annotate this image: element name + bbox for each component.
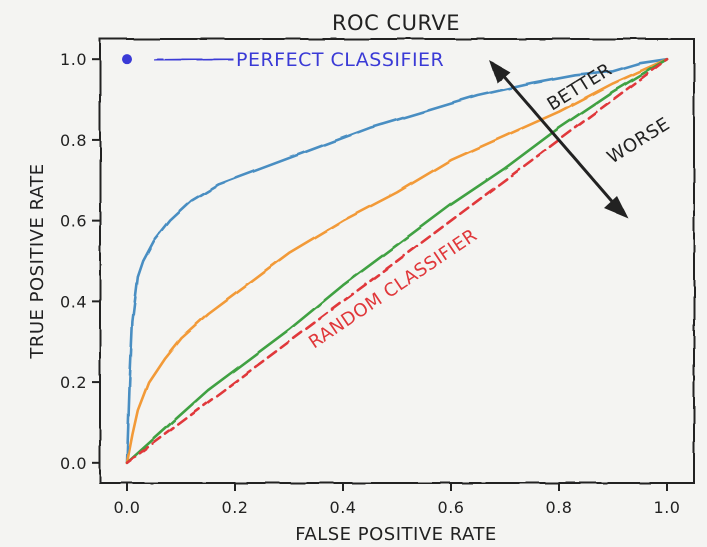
y-tick-label: 0.2 bbox=[60, 373, 87, 392]
y-axis-label: TRUE POSITIVE RATE bbox=[27, 163, 48, 359]
x-tick-label: 1.0 bbox=[654, 498, 681, 517]
x-ticks: 0.0 0.2 0.4 0.6 0.8 1.0 bbox=[114, 483, 681, 517]
x-tick-label: 0.4 bbox=[330, 498, 357, 517]
perfect-classifier-point bbox=[122, 54, 132, 65]
series-line-3 bbox=[125, 57, 669, 465]
y-ticks: 0.0 0.2 0.4 0.6 0.8 1.0 bbox=[60, 50, 100, 473]
perfect-classifier-label: PERFECT CLASSIFIER bbox=[236, 49, 444, 71]
y-tick-label: 1.0 bbox=[60, 50, 87, 69]
better-worse-arrow bbox=[489, 60, 628, 218]
x-tick-label: 0.2 bbox=[222, 498, 249, 517]
x-tick-label: 0.6 bbox=[438, 498, 465, 517]
y-tick-label: 0.6 bbox=[60, 212, 87, 231]
x-tick-label: 0.0 bbox=[114, 498, 141, 517]
y-tick-label: 0.0 bbox=[60, 454, 87, 473]
y-tick-label: 0.4 bbox=[60, 292, 87, 311]
x-tick-label: 0.8 bbox=[546, 498, 573, 517]
series-line-0 bbox=[125, 57, 669, 465]
y-tick-label: 0.8 bbox=[60, 131, 87, 150]
series-line-2 bbox=[125, 57, 669, 465]
series-layer bbox=[125, 57, 669, 465]
chart-title: ROC CURVE bbox=[332, 11, 460, 35]
series-line-1 bbox=[125, 57, 669, 465]
perfect-classifier-arrow bbox=[153, 54, 234, 65]
x-axis-label: FALSE POSITIVE RATE bbox=[295, 524, 497, 545]
